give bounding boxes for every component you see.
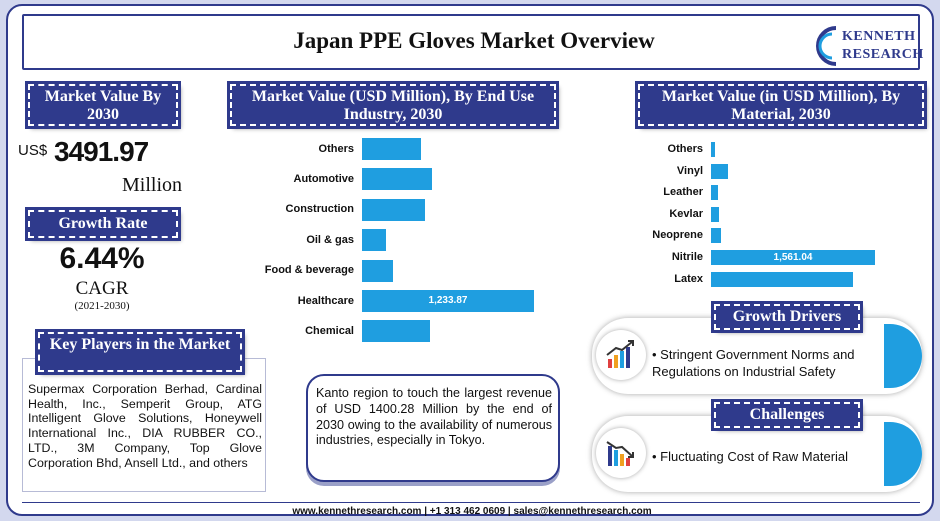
bar bbox=[711, 271, 853, 287]
drivers-card bbox=[592, 318, 922, 394]
data-label: 1,561.04 bbox=[773, 251, 813, 263]
bar bbox=[362, 168, 432, 191]
logo-mark-icon bbox=[816, 26, 837, 66]
chart1-title: Market Value (USD Million), By End Use I… bbox=[227, 81, 559, 129]
cagr-period: (2021-2030) bbox=[74, 300, 130, 312]
market-value-prefix: US$ bbox=[18, 142, 48, 159]
category-label: Food & beverage bbox=[264, 264, 354, 277]
category-label: Oil & gas bbox=[306, 233, 354, 246]
challenge-item-text: Fluctuating Cost of Raw Material bbox=[660, 449, 849, 464]
bar bbox=[362, 229, 386, 252]
bar bbox=[711, 250, 875, 265]
drivers-heading: Growth Drivers bbox=[711, 301, 863, 333]
players-heading: Key Players in the Market bbox=[35, 329, 245, 375]
title-box: Japan PPE Gloves Market Overview KENNETH… bbox=[22, 14, 923, 70]
drivers-icon-circle bbox=[596, 330, 646, 380]
category-label: Others bbox=[318, 142, 354, 155]
category-label: Leather bbox=[663, 186, 703, 199]
category-label: Latex bbox=[674, 272, 703, 285]
category-label: Others bbox=[667, 143, 703, 155]
driver-item-text: Stringent Government Norms and Regulatio… bbox=[652, 347, 855, 379]
company-logo: KENNETH RESEARCH bbox=[814, 24, 934, 72]
growth-value: 6.44% bbox=[59, 242, 145, 275]
logo-text: KENNETH RESEARCH bbox=[842, 28, 924, 64]
bar bbox=[711, 163, 728, 179]
growth-chart-icon bbox=[606, 340, 634, 368]
driver-item: • Stringent Government Norms and Regulat… bbox=[652, 346, 884, 380]
data-label: 1,233.87 bbox=[428, 295, 468, 306]
cagr-label: CAGR bbox=[75, 278, 129, 299]
bar bbox=[711, 228, 721, 244]
category-label: Kevlar bbox=[669, 207, 703, 220]
players-box bbox=[22, 358, 266, 492]
category-label: Vinyl bbox=[676, 164, 703, 177]
note-box bbox=[306, 374, 560, 482]
market-value-unit: Million bbox=[122, 174, 183, 196]
bar bbox=[711, 185, 718, 201]
bar bbox=[711, 206, 719, 222]
bar bbox=[362, 138, 421, 160]
category-label: Chemical bbox=[305, 324, 354, 337]
bar bbox=[362, 320, 431, 343]
bar bbox=[711, 142, 716, 157]
note-text: Kanto region to touch the largest revenu… bbox=[316, 386, 552, 448]
logo-line2: RESEARCH bbox=[842, 47, 924, 62]
challenges-icon-circle bbox=[596, 428, 646, 478]
chart2-title: Market Value (in USD Million), By Materi… bbox=[635, 81, 927, 129]
bullet-dot: • bbox=[652, 449, 661, 464]
players-text: Supermax Corporation Berhad, Cardinal He… bbox=[28, 382, 262, 470]
infographic-frame: Japan PPE Gloves Market Overview KENNETH… bbox=[6, 4, 934, 517]
category-label: Healthcare bbox=[297, 294, 354, 307]
challenges-heading: Challenges bbox=[711, 399, 863, 431]
market-value-heading: Market Value By 2030 bbox=[25, 81, 181, 129]
category-label: Construction bbox=[285, 203, 354, 216]
decline-chart-icon bbox=[606, 441, 634, 466]
category-label: Automotive bbox=[293, 172, 355, 185]
challenge-item: • Fluctuating Cost of Raw Material bbox=[652, 448, 884, 465]
bar bbox=[362, 290, 534, 312]
bullet-dot: • bbox=[652, 347, 661, 362]
footer-contact: www.kennethresearch.com | +1 313 462 060… bbox=[292, 506, 652, 517]
bar bbox=[362, 259, 394, 282]
category-label: Nitrile bbox=[671, 251, 703, 263]
market-value-number: 3491.97 bbox=[54, 136, 149, 167]
page-title: Japan PPE Gloves Market Overview bbox=[293, 28, 655, 53]
footer-divider bbox=[22, 502, 920, 503]
logo-line1: KENNETH bbox=[842, 29, 916, 44]
bar bbox=[362, 198, 425, 221]
challenges-card bbox=[592, 416, 922, 492]
category-label: Neoprene bbox=[652, 229, 703, 242]
growth-heading: Growth Rate bbox=[25, 207, 181, 241]
